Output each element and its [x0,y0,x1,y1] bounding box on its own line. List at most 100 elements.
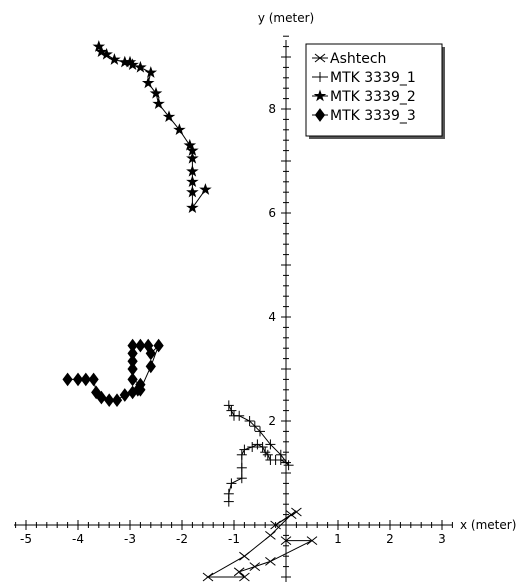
data-point [127,338,138,353]
data-point [223,488,234,499]
data-point [145,346,156,361]
x-tick-label: -3 [124,532,136,546]
y-axis-title: y (meter) [258,11,314,25]
series-3 [62,338,164,408]
data-point [229,410,239,421]
data-point [153,338,164,353]
data-point [226,478,237,489]
legend-label: MTK 3339_1 [330,70,416,86]
y-tick-label: 2 [268,414,276,428]
y-tick-label: 6 [268,206,276,220]
series-line [228,405,289,502]
series-layer [62,40,318,582]
series-0 [202,507,318,582]
x-tick-label: 1 [334,532,342,546]
data-point [104,393,115,408]
data-point [275,449,286,460]
legend-marker [313,89,327,102]
data-point [62,372,73,387]
data-point [72,372,84,387]
data-point [239,551,250,561]
data-point [262,449,273,460]
data-point [118,55,132,68]
x-tick-label: -4 [72,532,84,546]
x-axis-title: x (meter) [460,518,516,532]
data-point [233,567,245,577]
data-point [127,372,138,387]
data-point [183,138,197,151]
data-point [306,536,318,545]
legend-label: Ashtech [330,51,386,67]
data-point [96,390,107,405]
data-point [186,144,199,156]
data-point [186,201,199,214]
data-point [199,183,212,195]
legend-label: MTK 3339_2 [330,89,416,105]
data-point [162,110,176,123]
data-point [127,362,138,376]
legend-label: MTK 3339_3 [330,108,416,124]
data-point [257,442,268,452]
data-point [265,557,276,566]
data-point [252,439,263,450]
data-point [236,462,247,473]
data-point [249,562,261,571]
data-point [223,400,234,411]
data-point [173,123,186,136]
data-point [88,372,99,387]
data-point [95,45,108,58]
data-point [291,507,302,517]
axes: -5 -4 -3 -2 -1 1 2 3 2 4 6 8 x (meter) y (meter) [14,11,516,582]
x-tick-label: -2 [176,532,188,546]
data-point [144,66,158,78]
legend: Ashtech MTK 3339_1 MTK 3339_2 MTK 3339_3 [305,43,445,139]
data-point [141,76,155,89]
x-tick-label: -5 [20,532,32,546]
data-point [186,164,199,177]
x-tick-label: -1 [228,532,240,546]
data-point [152,97,165,110]
data-point [111,393,123,408]
data-point [265,439,276,450]
data-point [236,473,247,484]
data-point [149,86,163,99]
data-point [249,421,260,432]
data-point [186,151,199,164]
legend-box [305,43,443,137]
legend-marker [314,108,326,122]
data-point [145,359,156,374]
data-point [134,60,147,73]
data-point [281,457,291,468]
data-point [236,449,247,460]
data-point [92,40,106,52]
x-tick-label: 2 [386,532,394,546]
series-line [206,511,313,578]
data-point [280,536,292,545]
data-point [186,175,199,188]
data-point [135,338,146,353]
data-point [127,346,138,361]
y-tick-label: 8 [268,102,276,116]
legend-marker [315,72,325,82]
data-point [119,388,130,402]
data-point [270,520,281,530]
data-point [244,416,255,426]
data-point [127,354,138,369]
data-point [80,372,91,387]
data-point [265,531,276,540]
legend-marker [314,53,326,63]
data-point [283,460,294,471]
series-line [67,345,160,401]
data-point [247,442,258,452]
data-point [260,447,271,458]
data-point [239,444,250,455]
data-point [239,572,250,582]
x-tick-label: 3 [438,532,446,546]
data-point [108,53,121,65]
y-tick-label: 4 [268,310,276,324]
data-point [285,510,297,519]
data-point [255,426,265,437]
series-2 [92,40,212,214]
data-point [226,405,237,416]
